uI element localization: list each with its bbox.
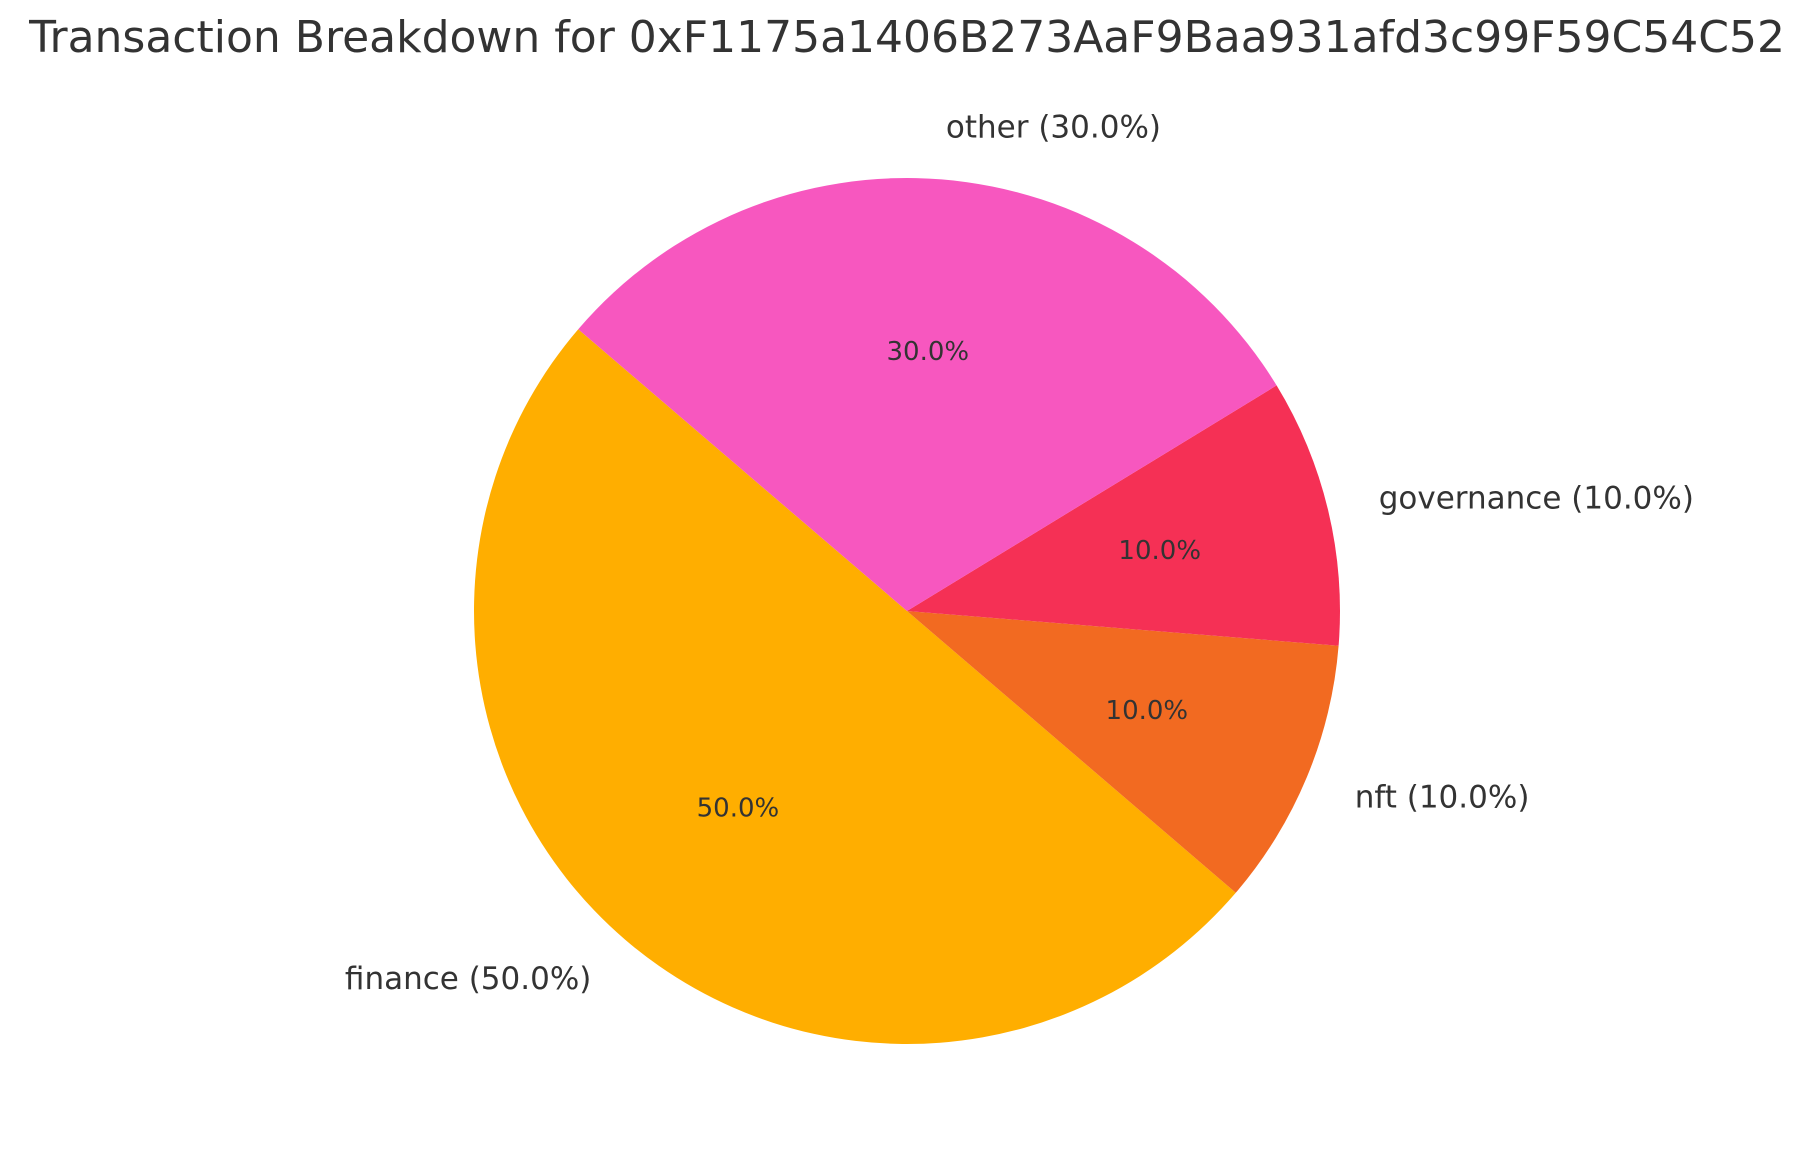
- slice-category-label: governance (10.0%): [1379, 481, 1694, 517]
- slice-category-label: other (30.0%): [946, 110, 1161, 146]
- slice-category-label: nft (10.0%): [1355, 779, 1530, 815]
- slice-percent-label: 50.0%: [697, 793, 780, 823]
- pie-slice-2: [907, 385, 1340, 646]
- slice-percent-label: 10.0%: [1106, 696, 1189, 726]
- pie-slice-1: [907, 611, 1339, 893]
- slice-category-label: finance (50.0%): [345, 961, 591, 997]
- slice-percent-label: 10.0%: [1118, 536, 1201, 566]
- pie-slice-3: [578, 177, 1277, 611]
- pie-slice-0: [474, 329, 1236, 1045]
- slice-percent-label: 30.0%: [887, 337, 970, 367]
- pie-labels: 50.0% finance (50.0%) 10.0% nft (10.0%) 10.0…: [345, 110, 1694, 998]
- pie-slices: [474, 177, 1340, 1045]
- chart-title: Transaction Breakdown for 0xF1175a1406B2…: [28, 12, 1785, 63]
